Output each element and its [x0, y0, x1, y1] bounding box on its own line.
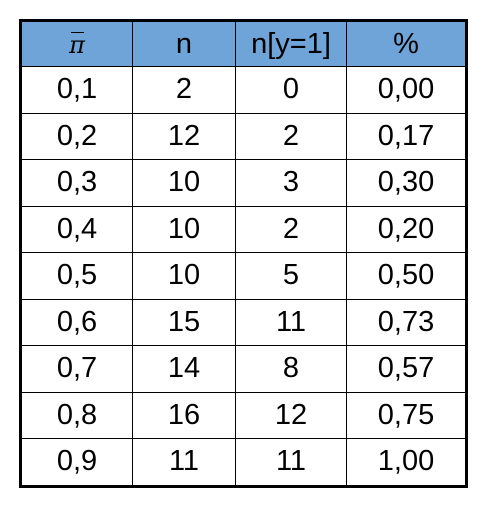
cell-n-y1: 3 — [235, 159, 347, 207]
table-row: 0,8 16 12 0,75 — [20, 391, 467, 439]
header-percent: % — [346, 20, 467, 67]
table-row: 0,9 11 11 1,00 — [20, 438, 467, 487]
cell-pi: 0,8 — [20, 391, 133, 439]
cell-n-y1: 2 — [235, 112, 347, 160]
cell-n: 10 — [132, 159, 236, 207]
table-row: 0,3 10 3 0,30 — [20, 159, 467, 207]
table-row: 0,1 2 0 0,00 — [20, 66, 467, 114]
cell-percent: 0,00 — [346, 66, 467, 114]
cell-n-y1: 0 — [235, 66, 347, 114]
cell-percent: 1,00 — [346, 438, 467, 487]
cell-pi: 0,7 — [20, 345, 133, 393]
cell-pi: 0,9 — [20, 438, 133, 487]
header-row: π n n[y=1] % — [20, 20, 467, 67]
cell-pi: 0,4 — [20, 205, 133, 253]
cell-n-y1: 11 — [235, 298, 347, 346]
cell-n-y1: 2 — [235, 205, 347, 253]
table-row: 0,5 10 5 0,50 — [20, 252, 467, 300]
cell-percent: 0,75 — [346, 391, 467, 439]
cell-percent: 0,20 — [346, 205, 467, 253]
cell-n-y1: 12 — [235, 391, 347, 439]
cell-n-y1: 11 — [235, 438, 347, 487]
cell-n: 15 — [132, 298, 236, 346]
cell-percent: 0,17 — [346, 112, 467, 160]
cell-n-y1: 8 — [235, 345, 347, 393]
cell-percent: 0,30 — [346, 159, 467, 207]
header-n: n — [132, 20, 236, 67]
header-pi-bar: π — [20, 20, 133, 67]
cell-n: 11 — [132, 438, 236, 487]
cell-pi: 0,3 — [20, 159, 133, 207]
table-row: 0,4 10 2 0,20 — [20, 205, 467, 253]
cell-percent: 0,57 — [346, 345, 467, 393]
table-row: 0,7 14 8 0,57 — [20, 345, 467, 393]
pi-bar-symbol: π — [69, 30, 85, 59]
cell-pi: 0,6 — [20, 298, 133, 346]
cell-n: 12 — [132, 112, 236, 160]
cell-pi: 0,1 — [20, 66, 133, 114]
table-row: 0,2 12 2 0,17 — [20, 112, 467, 160]
cell-n: 10 — [132, 252, 236, 300]
table-row: 0,6 15 11 0,73 — [20, 298, 467, 346]
cell-n-y1: 5 — [235, 252, 347, 300]
header-n-y1: n[y=1] — [235, 20, 347, 67]
cell-percent: 0,73 — [346, 298, 467, 346]
cell-n: 16 — [132, 391, 236, 439]
data-table: π n n[y=1] % 0,1 2 0 0,00 0,2 12 2 0,17 … — [19, 19, 468, 488]
cell-n: 10 — [132, 205, 236, 253]
cell-pi: 0,5 — [20, 252, 133, 300]
cell-pi: 0,2 — [20, 112, 133, 160]
cell-n: 2 — [132, 66, 236, 114]
cell-n: 14 — [132, 345, 236, 393]
cell-percent: 0,50 — [346, 252, 467, 300]
